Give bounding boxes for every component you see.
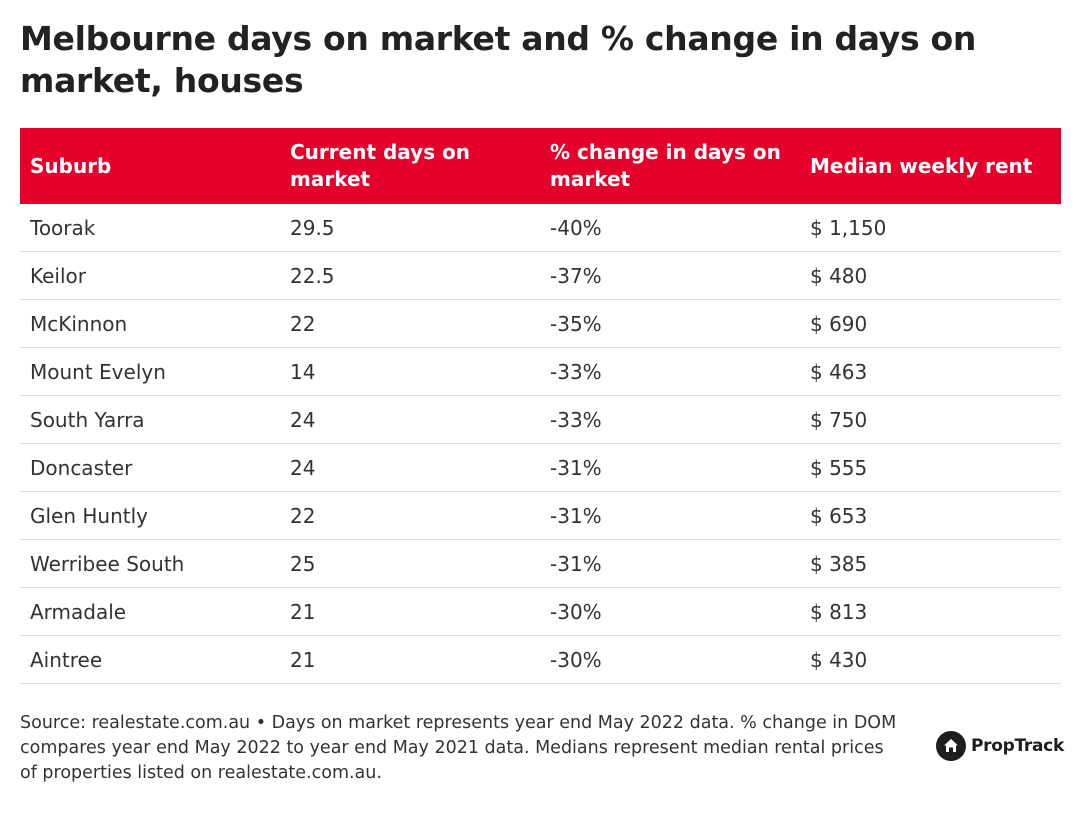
median-rent-cell: $ 430 bbox=[800, 635, 1061, 684]
header-row: Suburb Current days on market % change in … bbox=[20, 128, 1061, 204]
suburb-cell: McKinnon bbox=[20, 299, 280, 348]
suburb-cell: Toorak bbox=[20, 204, 280, 252]
days-on-market-cell: 24 bbox=[280, 443, 540, 492]
data-table-container: Suburb Current days on market % change in … bbox=[20, 128, 1061, 684]
suburb-cell: Glen Huntly bbox=[20, 491, 280, 540]
pct-change-cell: -30% bbox=[540, 587, 800, 636]
table-row: Armadale 21 -30% $ 813 bbox=[20, 587, 1061, 636]
suburb-cell: Doncaster bbox=[20, 443, 280, 492]
days-on-market-cell: 22 bbox=[280, 491, 540, 540]
table-row: McKinnon 22 -35% $ 690 bbox=[20, 299, 1061, 348]
days-on-market-cell: 25 bbox=[280, 539, 540, 588]
brand-name: PropTrack bbox=[971, 736, 1064, 756]
median-rent-cell: $ 813 bbox=[800, 587, 1061, 636]
column-header: Suburb bbox=[30, 153, 112, 178]
suburb-cell: South Yarra bbox=[20, 395, 280, 444]
days-on-market-cell: 21 bbox=[280, 635, 540, 684]
table-row: Toorak 29.5 -40% $ 1,150 bbox=[20, 204, 1061, 252]
pct-change-cell: -31% bbox=[540, 443, 800, 492]
median-rent-cell: $ 555 bbox=[800, 443, 1061, 492]
suburb-cell: Keilor bbox=[20, 251, 280, 300]
days-on-market-cell: 22 bbox=[280, 299, 540, 348]
median-rent-cell: $ 1,150 bbox=[800, 204, 1061, 252]
table-row: Mount Evelyn 14 -33% $ 463 bbox=[20, 347, 1061, 396]
median-rent-cell: $ 463 bbox=[800, 347, 1061, 396]
suburb-cell: Aintree bbox=[20, 635, 280, 684]
table-header: Suburb Current days on market % change in … bbox=[20, 128, 1061, 204]
pct-change-cell: -33% bbox=[540, 347, 800, 396]
table-row: Keilor 22.5 -37% $ 480 bbox=[20, 251, 1061, 300]
suburb-cell: Werribee South bbox=[20, 539, 280, 588]
pct-change-cell: -31% bbox=[540, 491, 800, 540]
median-rent-cell: $ 385 bbox=[800, 539, 1061, 588]
pct-change-cell: -30% bbox=[540, 635, 800, 684]
proptrack-logo: PropTrack bbox=[936, 731, 1064, 761]
median-rent-cell: $ 653 bbox=[800, 491, 1061, 540]
pct-change-cell: -35% bbox=[540, 299, 800, 348]
median-rent-cell: $ 750 bbox=[800, 395, 1061, 444]
median-rent-cell: $ 480 bbox=[800, 251, 1061, 300]
pct-change-cell: -40% bbox=[540, 204, 800, 252]
days-on-market-cell: 22.5 bbox=[280, 251, 540, 300]
pct-change-cell: -37% bbox=[540, 251, 800, 300]
pct-change-cell: -31% bbox=[540, 539, 800, 588]
suburb-cell: Mount Evelyn bbox=[20, 347, 280, 396]
table-row: Aintree 21 -30% $ 430 bbox=[20, 635, 1061, 684]
table-row: Doncaster 24 -31% $ 555 bbox=[20, 443, 1061, 492]
house-icon bbox=[936, 731, 966, 761]
column-header: % change in days on market bbox=[550, 140, 781, 191]
column-header: Median weekly rent bbox=[810, 153, 1033, 178]
source-note: Source: realestate.com.au • Days on mark… bbox=[20, 713, 897, 783]
suburb-cell: Armadale bbox=[20, 587, 280, 636]
table-row: South Yarra 24 -33% $ 750 bbox=[20, 395, 1061, 444]
table-row: Glen Huntly 22 -31% $ 653 bbox=[20, 491, 1061, 540]
days-on-market-cell: 29.5 bbox=[280, 204, 540, 252]
days-on-market-cell: 14 bbox=[280, 347, 540, 396]
pct-change-cell: -33% bbox=[540, 395, 800, 444]
days-on-market-cell: 21 bbox=[280, 587, 540, 636]
table-body: Toorak 29.5 -40% $ 1,150 Keilor 22.5 -37% $ 480… bbox=[20, 204, 1061, 684]
data-table: Suburb Current days on market % change in … bbox=[20, 128, 1061, 684]
chart-title: Melbourne days on market and % change in… bbox=[20, 19, 977, 100]
table-row: Werribee South 25 -31% $ 385 bbox=[20, 539, 1061, 588]
days-on-market-cell: 24 bbox=[280, 395, 540, 444]
median-rent-cell: $ 690 bbox=[800, 299, 1061, 348]
column-header: Current days on market bbox=[290, 140, 471, 191]
